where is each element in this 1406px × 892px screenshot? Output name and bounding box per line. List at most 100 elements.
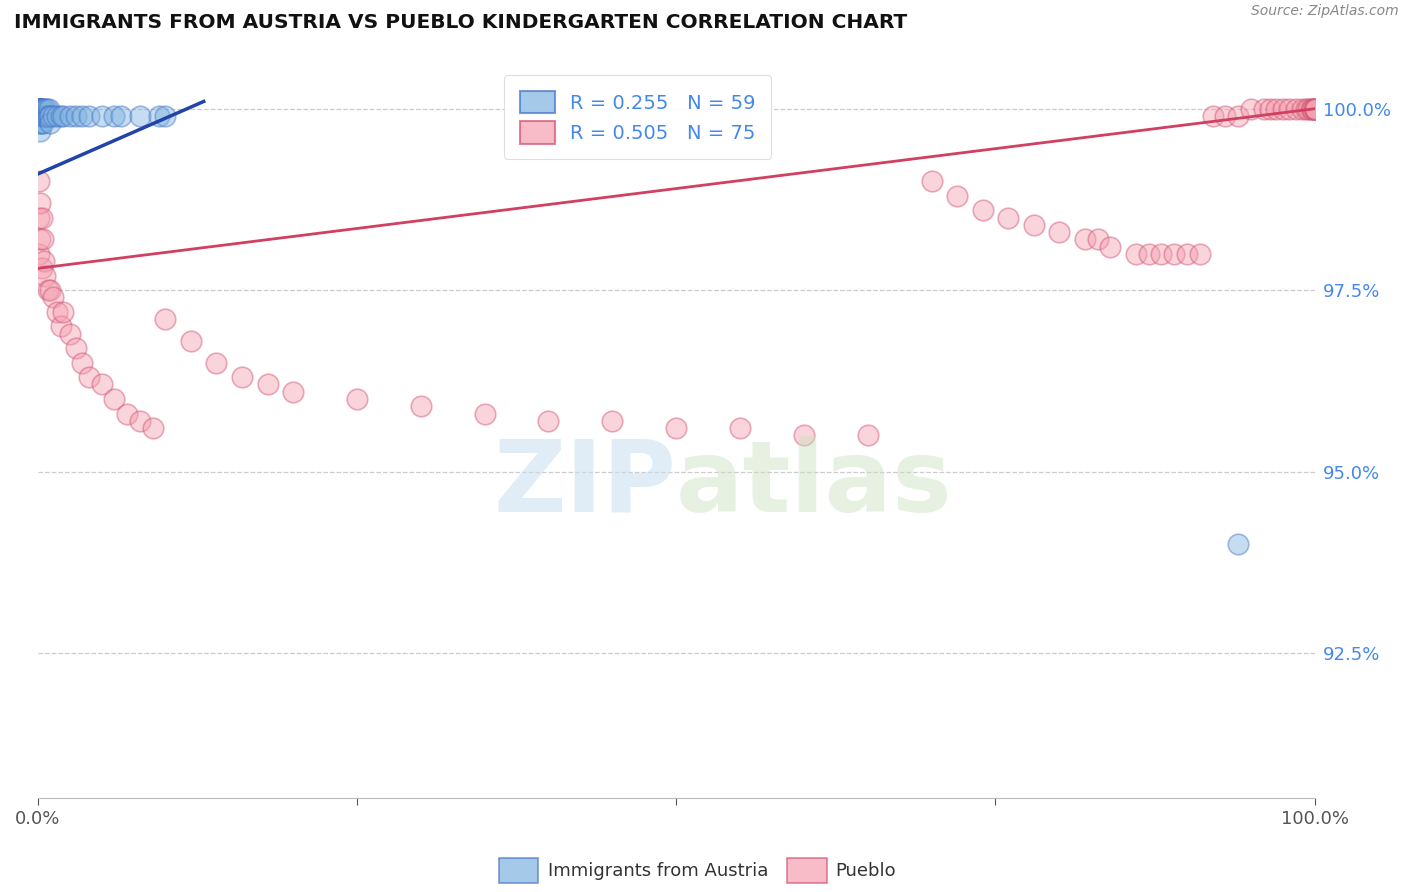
Point bbox=[346, 392, 368, 406]
Point bbox=[256, 377, 278, 392]
Point bbox=[34, 109, 56, 123]
Point bbox=[474, 407, 496, 421]
Point bbox=[34, 102, 56, 116]
Point bbox=[1201, 109, 1223, 123]
Point bbox=[1299, 102, 1322, 116]
Point bbox=[28, 102, 51, 116]
Point bbox=[1047, 225, 1070, 239]
Point bbox=[28, 211, 51, 225]
Point bbox=[34, 268, 56, 283]
Point bbox=[45, 109, 67, 123]
Point bbox=[49, 109, 72, 123]
Point bbox=[31, 116, 53, 130]
Point bbox=[1188, 247, 1211, 261]
Point bbox=[1258, 102, 1281, 116]
Point bbox=[28, 102, 51, 116]
Legend: R = 0.255   N = 59, R = 0.505   N = 75: R = 0.255 N = 59, R = 0.505 N = 75 bbox=[505, 75, 772, 159]
Point bbox=[1303, 102, 1326, 116]
Point bbox=[30, 102, 52, 116]
Point bbox=[1278, 102, 1301, 116]
Point bbox=[72, 356, 94, 370]
Point bbox=[31, 102, 53, 116]
Point bbox=[1240, 102, 1263, 116]
Text: Source: ZipAtlas.com: Source: ZipAtlas.com bbox=[1251, 4, 1399, 19]
Point bbox=[90, 109, 112, 123]
Point bbox=[52, 109, 75, 123]
Point bbox=[30, 232, 52, 246]
Point bbox=[1125, 247, 1147, 261]
Point bbox=[1284, 102, 1306, 116]
Point bbox=[231, 370, 253, 384]
Point bbox=[1303, 102, 1326, 116]
Point bbox=[1303, 102, 1326, 116]
Point bbox=[1302, 102, 1324, 116]
Point bbox=[28, 102, 51, 116]
Point bbox=[49, 319, 72, 334]
Point bbox=[31, 211, 53, 225]
Point bbox=[1099, 239, 1122, 253]
Point bbox=[1296, 102, 1319, 116]
Point bbox=[205, 356, 228, 370]
Point bbox=[128, 109, 150, 123]
Text: Immigrants from Austria: Immigrants from Austria bbox=[548, 862, 769, 880]
Point bbox=[1213, 109, 1236, 123]
Point bbox=[30, 102, 52, 116]
Point bbox=[59, 326, 82, 341]
Point bbox=[1295, 102, 1317, 116]
Point bbox=[35, 109, 58, 123]
Point bbox=[997, 211, 1019, 225]
Point bbox=[30, 102, 52, 116]
Point bbox=[28, 247, 51, 261]
Point bbox=[32, 109, 55, 123]
Point bbox=[1175, 247, 1198, 261]
Point bbox=[31, 109, 53, 123]
Point bbox=[31, 261, 53, 276]
Point bbox=[28, 109, 51, 123]
Point bbox=[30, 109, 52, 123]
Point bbox=[45, 305, 67, 319]
Point bbox=[28, 102, 51, 116]
Point bbox=[31, 102, 53, 116]
Point bbox=[28, 116, 51, 130]
Point bbox=[128, 414, 150, 428]
Point bbox=[77, 370, 100, 384]
Point bbox=[728, 421, 751, 435]
Point bbox=[856, 428, 879, 442]
Point bbox=[1087, 232, 1109, 246]
Point bbox=[38, 109, 60, 123]
Point bbox=[52, 305, 75, 319]
Point bbox=[30, 196, 52, 211]
Point bbox=[946, 189, 969, 203]
Point bbox=[1291, 102, 1313, 116]
Point bbox=[37, 109, 59, 123]
Point bbox=[28, 102, 51, 116]
Point bbox=[42, 290, 65, 304]
Point bbox=[1022, 218, 1045, 232]
Point bbox=[921, 174, 943, 188]
Point bbox=[281, 384, 304, 399]
Point bbox=[665, 421, 688, 435]
Point bbox=[1301, 102, 1323, 116]
Point bbox=[1253, 102, 1275, 116]
Point bbox=[409, 399, 432, 413]
Point bbox=[77, 109, 100, 123]
Point bbox=[110, 109, 132, 123]
Point bbox=[28, 102, 51, 116]
Point bbox=[90, 377, 112, 392]
Point bbox=[35, 102, 58, 116]
Point bbox=[793, 428, 815, 442]
Point bbox=[602, 414, 624, 428]
Point bbox=[148, 109, 170, 123]
Text: IMMIGRANTS FROM AUSTRIA VS PUEBLO KINDERGARTEN CORRELATION CHART: IMMIGRANTS FROM AUSTRIA VS PUEBLO KINDER… bbox=[14, 13, 907, 32]
Point bbox=[32, 254, 55, 268]
Point bbox=[31, 109, 53, 123]
Point bbox=[39, 283, 62, 297]
Point bbox=[42, 109, 65, 123]
Point bbox=[31, 232, 53, 246]
Point bbox=[28, 102, 51, 116]
Point bbox=[39, 116, 62, 130]
Point bbox=[180, 334, 202, 348]
Point bbox=[103, 109, 125, 123]
Point bbox=[1074, 232, 1097, 246]
Point bbox=[972, 203, 994, 218]
